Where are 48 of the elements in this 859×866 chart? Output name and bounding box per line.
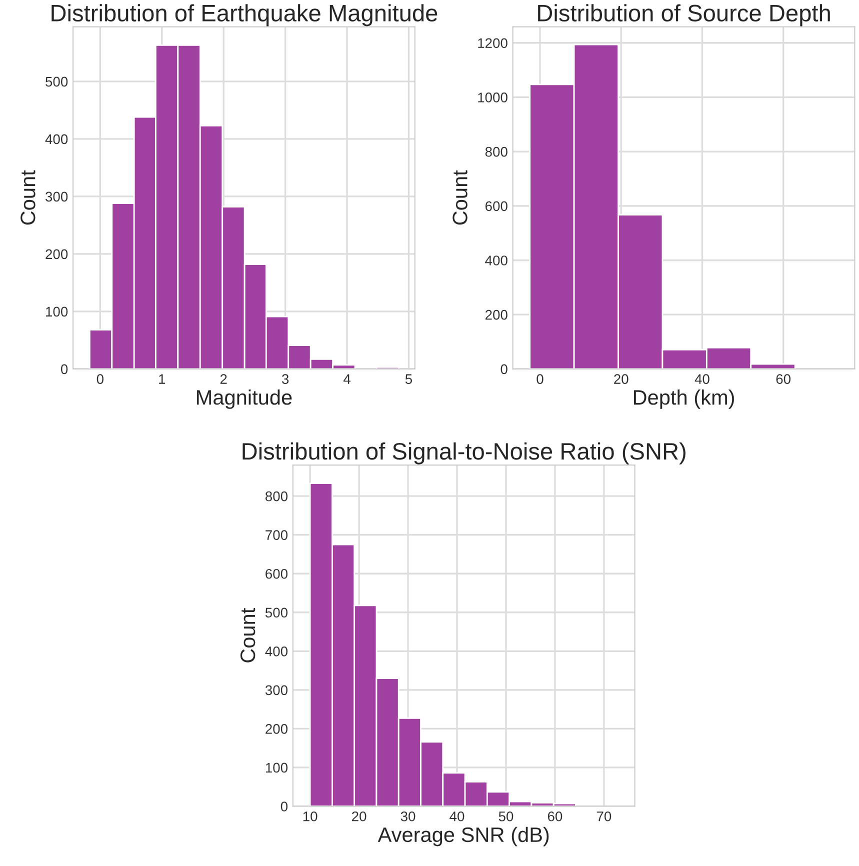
y-tick-label: 100 xyxy=(266,762,288,773)
y-tick-label: 300 xyxy=(265,685,288,696)
chart-title: Distribution of Source Depth xyxy=(538,4,830,26)
y-tick-label: 500 xyxy=(46,76,68,87)
x-tick-label: 5 xyxy=(405,374,412,384)
y-tick-label: 0 xyxy=(60,364,68,374)
x-tick-label: 40 xyxy=(450,811,464,822)
x-tick-label: 30 xyxy=(400,811,416,822)
x-axis-title: Depth (km) xyxy=(634,390,734,409)
y-axis-title: Count xyxy=(452,170,468,225)
y-tick-label: 1200 xyxy=(478,38,508,48)
y-tick-label: 1000 xyxy=(478,92,508,102)
x-tick-label: 10 xyxy=(303,811,318,822)
y-tick-label: 200 xyxy=(485,310,508,320)
x-tick-label: 20 xyxy=(352,811,366,822)
y-tick-label: 200 xyxy=(266,724,288,734)
y-tick-label: 800 xyxy=(265,491,288,502)
y-axis-title: Count xyxy=(20,170,36,225)
x-tick-label: 0 xyxy=(536,374,544,384)
x-tick-label: 50 xyxy=(498,811,514,822)
y-tick-label: 0 xyxy=(280,802,288,812)
y-tick-label: 600 xyxy=(266,568,288,579)
y-tick-label: 400 xyxy=(485,256,508,266)
y-tick-label: 400 xyxy=(45,134,68,144)
y-tick-label: 700 xyxy=(266,530,288,540)
x-tick-label: 3 xyxy=(282,374,289,384)
x-tick-label: 20 xyxy=(614,374,628,384)
y-tick-label: 100 xyxy=(46,306,68,317)
y-tick-label: 800 xyxy=(485,146,508,157)
y-tick-label: 200 xyxy=(46,249,68,260)
x-tick-label: 1 xyxy=(159,374,166,384)
x-tick-label: 60 xyxy=(776,374,791,384)
y-tick-label: 0 xyxy=(500,364,508,374)
y-axis-title: Count xyxy=(240,608,256,662)
x-tick-label: 40 xyxy=(694,374,710,384)
x-tick-label: 2 xyxy=(220,374,227,384)
chart-title: Distribution of Signal-to-Noise Ratio (SNR) xyxy=(242,442,686,464)
x-tick-label: 4 xyxy=(343,374,350,384)
x-axis-title: Magnitude xyxy=(197,390,292,409)
y-tick-label: 400 xyxy=(265,646,288,656)
chart-title: Distribution of Earthquake Magnitude xyxy=(52,4,438,26)
x-tick-label: 70 xyxy=(596,811,612,822)
y-tick-label: 300 xyxy=(46,192,68,202)
y-tick-label: 500 xyxy=(265,608,288,618)
x-axis-title: Average SNR (dB) xyxy=(378,826,549,846)
x-tick-label: 0 xyxy=(96,374,104,384)
x-tick-label: 60 xyxy=(548,811,562,822)
y-tick-label: 600 xyxy=(485,201,508,212)
